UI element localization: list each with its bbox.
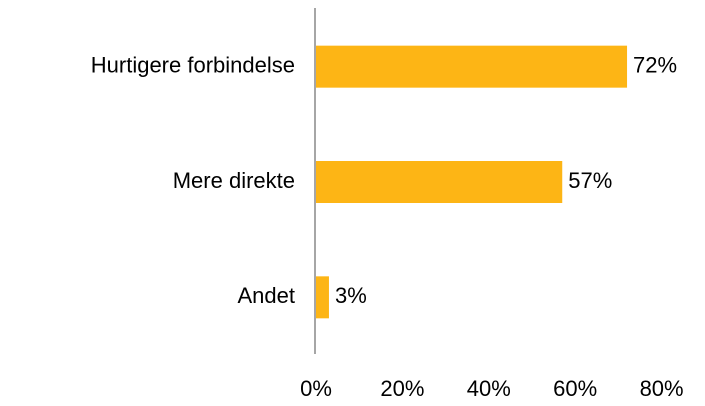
x-tick-label: 20%: [380, 376, 424, 401]
data-label: 3%: [335, 283, 367, 308]
y-tick-label: Mere direkte: [173, 168, 295, 193]
x-tick-label: 40%: [467, 376, 511, 401]
x-tick-label: 0%: [300, 376, 332, 401]
bar: [316, 161, 563, 203]
y-tick-label: Andet: [238, 283, 296, 308]
bar: [316, 45, 628, 88]
data-label: 57%: [568, 168, 612, 193]
x-tick-label: 80%: [640, 376, 684, 401]
y-tick-label: Hurtigere forbindelse: [91, 52, 295, 77]
x-tick-label: 60%: [553, 376, 597, 401]
data-label: 72%: [633, 52, 677, 77]
bar: [316, 276, 329, 319]
